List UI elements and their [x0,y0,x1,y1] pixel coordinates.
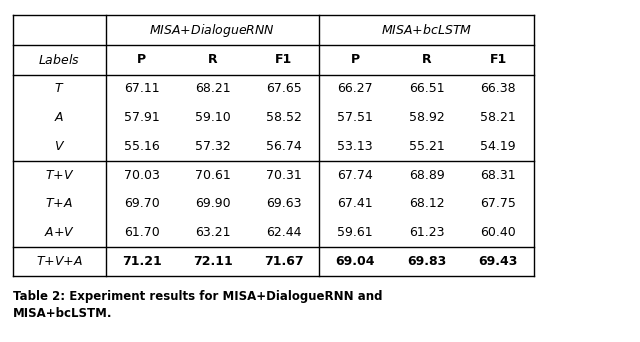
Text: 72.11: 72.11 [193,255,233,268]
Text: 66.51: 66.51 [409,82,445,95]
Text: 70.03: 70.03 [124,169,160,182]
Text: 58.92: 58.92 [409,111,445,124]
Text: 59.61: 59.61 [337,226,373,239]
Text: $\mathit{T{+}A}$: $\mathit{T{+}A}$ [45,197,73,210]
Text: 63.21: 63.21 [195,226,231,239]
Text: 69.63: 69.63 [266,197,301,210]
Text: $\mathit{T}$: $\mathit{T}$ [54,82,65,95]
Text: 61.23: 61.23 [409,226,445,239]
Text: 68.12: 68.12 [409,197,445,210]
Text: 69.83: 69.83 [407,255,447,268]
Text: 55.16: 55.16 [124,140,159,153]
Text: $\mathit{A{+}V}$: $\mathit{A{+}V}$ [44,226,75,239]
Text: 68.21: 68.21 [195,82,231,95]
Text: 67.11: 67.11 [124,82,159,95]
Text: 62.44: 62.44 [266,226,301,239]
Text: 55.21: 55.21 [409,140,445,153]
Text: P: P [137,53,147,66]
Text: 66.38: 66.38 [481,82,516,95]
Text: 59.10: 59.10 [195,111,231,124]
Text: 57.91: 57.91 [124,111,159,124]
Text: $\mathit{V}$: $\mathit{V}$ [54,140,65,153]
Text: $\mathit{Labels}$: $\mathit{Labels}$ [38,53,80,67]
Text: 53.13: 53.13 [337,140,373,153]
Text: 67.65: 67.65 [266,82,301,95]
Text: 68.31: 68.31 [481,169,516,182]
Text: 71.67: 71.67 [264,255,303,268]
Text: 57.51: 57.51 [337,111,373,124]
Text: 68.89: 68.89 [409,169,445,182]
Text: R: R [208,53,218,66]
Text: $\mathit{T{+}V}$: $\mathit{T{+}V}$ [45,169,74,182]
Text: $\mathit{A}$: $\mathit{A}$ [54,111,65,124]
Text: 56.74: 56.74 [266,140,301,153]
Text: 69.43: 69.43 [479,255,518,268]
Text: 58.21: 58.21 [481,111,516,124]
Text: 57.32: 57.32 [195,140,231,153]
Text: 61.70: 61.70 [124,226,159,239]
Text: 69.04: 69.04 [335,255,375,268]
Text: 67.74: 67.74 [337,169,373,182]
Text: 70.31: 70.31 [266,169,301,182]
Text: F1: F1 [490,53,507,66]
Text: Table 2: Experiment results for MISA+DialogueRNN and
MISA+bcLSTM.: Table 2: Experiment results for MISA+Dia… [13,290,382,320]
Text: 60.40: 60.40 [481,226,516,239]
Text: R: R [422,53,432,66]
Text: 67.75: 67.75 [480,197,516,210]
Text: 71.21: 71.21 [122,255,162,268]
Text: 58.52: 58.52 [266,111,301,124]
Text: $\mathit{MISA{+}DialogueRNN}$: $\mathit{MISA{+}DialogueRNN}$ [149,22,275,39]
Text: P: P [351,53,360,66]
Text: 69.90: 69.90 [195,197,231,210]
Text: $\mathit{MISA{+}bcLSTM}$: $\mathit{MISA{+}bcLSTM}$ [381,23,472,37]
Text: 54.19: 54.19 [481,140,516,153]
Text: F1: F1 [275,53,292,66]
Text: $\mathbf{\mathit{T{+}V{+}A}}$: $\mathbf{\mathit{T{+}V{+}A}}$ [36,255,83,268]
Text: 67.41: 67.41 [337,197,373,210]
Text: 66.27: 66.27 [337,82,373,95]
Text: 69.70: 69.70 [124,197,159,210]
Text: 70.61: 70.61 [195,169,231,182]
